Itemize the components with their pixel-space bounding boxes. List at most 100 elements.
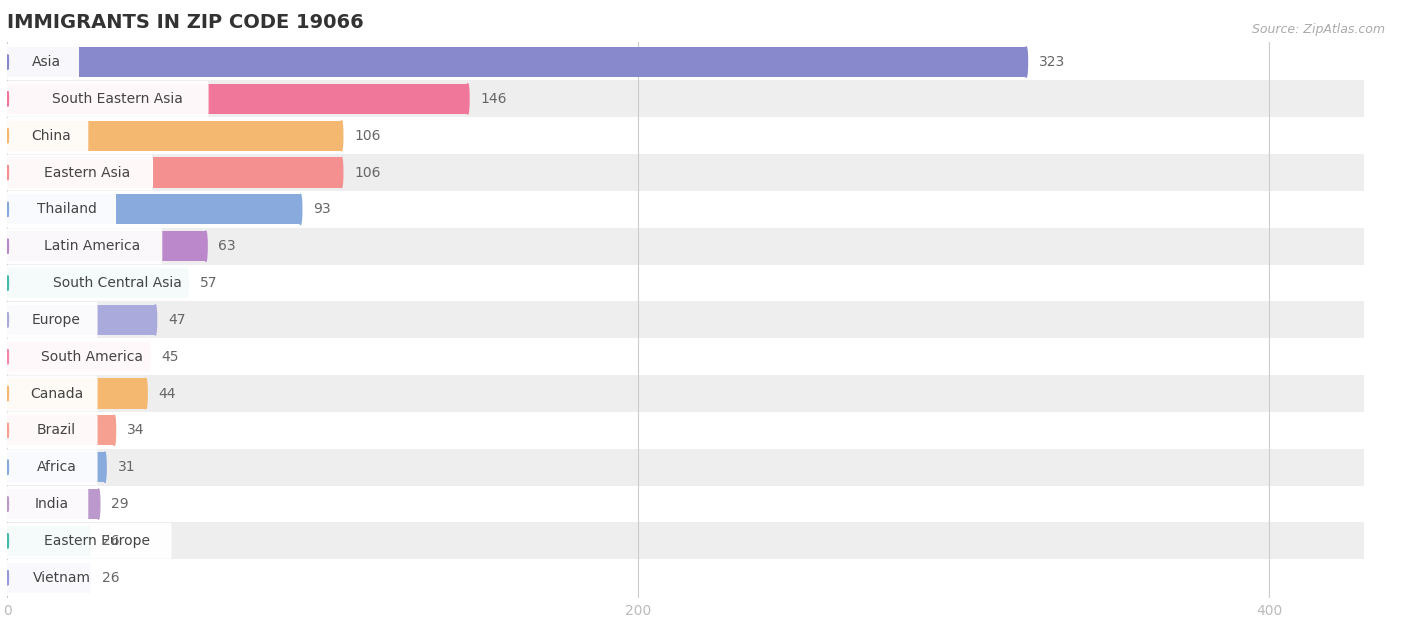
Text: Africa: Africa	[37, 460, 76, 475]
Text: Vietnam: Vietnam	[32, 571, 90, 584]
FancyBboxPatch shape	[7, 265, 208, 301]
Circle shape	[204, 231, 207, 261]
Circle shape	[299, 194, 302, 224]
Text: 63: 63	[218, 239, 236, 253]
Circle shape	[6, 341, 8, 372]
FancyBboxPatch shape	[7, 523, 172, 559]
Circle shape	[6, 47, 8, 77]
Circle shape	[467, 84, 470, 114]
Text: 26: 26	[101, 571, 120, 584]
Bar	[7, 563, 89, 593]
FancyBboxPatch shape	[7, 449, 97, 485]
Bar	[7, 559, 1364, 596]
Text: 106: 106	[354, 129, 381, 143]
Circle shape	[6, 231, 8, 261]
Circle shape	[155, 305, 156, 335]
Text: Canada: Canada	[30, 386, 83, 401]
Circle shape	[87, 526, 90, 556]
Circle shape	[6, 268, 8, 298]
Text: Brazil: Brazil	[37, 423, 76, 437]
Text: 26: 26	[101, 534, 120, 548]
FancyBboxPatch shape	[7, 44, 79, 80]
Circle shape	[6, 452, 8, 482]
Circle shape	[6, 379, 8, 409]
Bar	[7, 302, 1364, 338]
Bar	[7, 44, 1364, 80]
Circle shape	[6, 526, 8, 556]
Text: 106: 106	[354, 165, 381, 179]
Circle shape	[112, 415, 115, 446]
Bar	[7, 341, 149, 372]
Circle shape	[340, 121, 343, 151]
Circle shape	[1025, 47, 1028, 77]
Text: 93: 93	[314, 203, 330, 217]
Bar	[7, 231, 205, 261]
Circle shape	[6, 121, 8, 151]
Text: 57: 57	[200, 276, 217, 290]
FancyBboxPatch shape	[7, 118, 89, 154]
Text: Eastern Europe: Eastern Europe	[44, 534, 150, 548]
FancyBboxPatch shape	[7, 339, 162, 375]
Text: Asia: Asia	[32, 55, 60, 69]
Bar	[7, 305, 155, 335]
Bar	[7, 415, 114, 446]
Bar	[7, 158, 342, 188]
Circle shape	[6, 563, 8, 593]
Text: 34: 34	[127, 423, 145, 437]
Bar	[7, 47, 1026, 77]
Text: Latin America: Latin America	[44, 239, 141, 253]
Circle shape	[145, 379, 148, 409]
Circle shape	[87, 563, 90, 593]
FancyBboxPatch shape	[7, 486, 89, 522]
Bar	[7, 268, 187, 298]
Bar	[7, 191, 1364, 228]
Circle shape	[6, 305, 8, 335]
Bar	[7, 338, 1364, 375]
FancyBboxPatch shape	[7, 192, 117, 227]
Text: Source: ZipAtlas.com: Source: ZipAtlas.com	[1251, 23, 1385, 35]
Text: South Eastern Asia: South Eastern Asia	[52, 92, 183, 106]
Bar	[7, 121, 342, 151]
Text: 44: 44	[159, 386, 176, 401]
FancyBboxPatch shape	[7, 228, 162, 264]
Circle shape	[186, 268, 188, 298]
FancyBboxPatch shape	[7, 413, 97, 448]
Bar	[7, 265, 1364, 302]
Text: South America: South America	[41, 350, 143, 364]
Bar	[7, 489, 98, 519]
Circle shape	[6, 84, 8, 114]
Bar	[7, 452, 105, 482]
Text: IMMIGRANTS IN ZIP CODE 19066: IMMIGRANTS IN ZIP CODE 19066	[7, 13, 364, 32]
Text: Europe: Europe	[32, 313, 82, 327]
Circle shape	[6, 158, 8, 188]
Bar	[7, 154, 1364, 191]
Circle shape	[6, 489, 8, 519]
Text: Eastern Asia: Eastern Asia	[44, 165, 131, 179]
Text: Thailand: Thailand	[37, 203, 97, 217]
Text: China: China	[31, 129, 72, 143]
FancyBboxPatch shape	[7, 560, 107, 595]
Text: 323: 323	[1039, 55, 1066, 69]
Bar	[7, 80, 1364, 117]
Text: 47: 47	[167, 313, 186, 327]
Text: 29: 29	[111, 497, 129, 511]
Bar	[7, 117, 1364, 154]
Bar	[7, 485, 1364, 523]
Bar	[7, 375, 1364, 412]
Text: 31: 31	[118, 460, 135, 475]
Bar	[7, 194, 301, 224]
FancyBboxPatch shape	[7, 376, 97, 412]
Bar	[7, 523, 1364, 559]
Bar	[7, 526, 89, 556]
Bar	[7, 379, 146, 409]
Bar	[7, 412, 1364, 449]
FancyBboxPatch shape	[7, 155, 153, 190]
Text: 45: 45	[162, 350, 179, 364]
Text: South Central Asia: South Central Asia	[53, 276, 181, 290]
Text: 146: 146	[481, 92, 506, 106]
Bar	[7, 449, 1364, 485]
FancyBboxPatch shape	[7, 302, 97, 338]
Circle shape	[97, 489, 100, 519]
Circle shape	[6, 194, 8, 224]
Text: India: India	[34, 497, 69, 511]
